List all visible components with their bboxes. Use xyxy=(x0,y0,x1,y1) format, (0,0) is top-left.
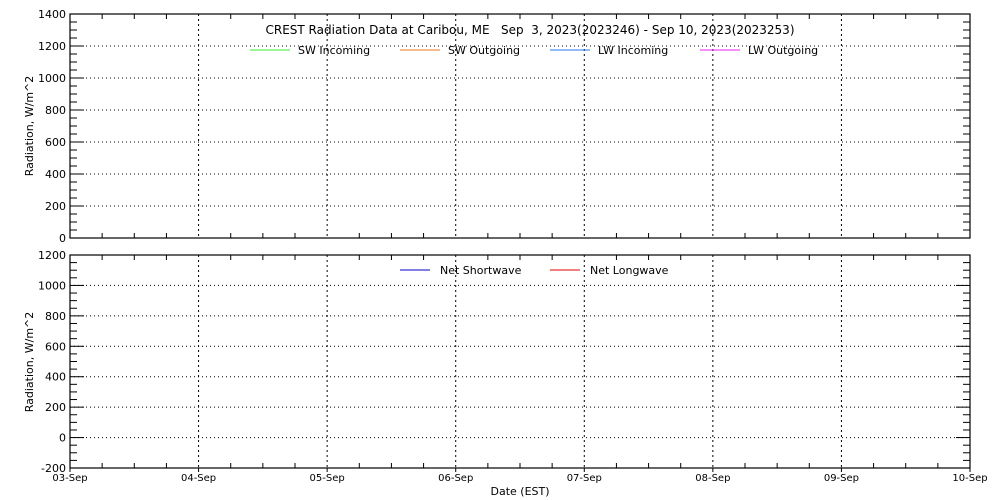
legend-label: SW Incoming xyxy=(298,44,370,57)
legend-label: Net Shortwave xyxy=(440,264,522,277)
y-tick-label: 0 xyxy=(59,232,66,245)
plot-frame xyxy=(69,254,971,469)
x-tick-label: 08-Sep xyxy=(695,473,730,484)
top-y-axis-label: Radiation, W/m^2 xyxy=(23,76,36,177)
y-tick-label: 1200 xyxy=(38,249,66,262)
x-tick-label: 03-Sep xyxy=(52,473,87,484)
legend-label: Net Longwave xyxy=(590,264,669,277)
y-tick-label: 200 xyxy=(45,401,66,414)
x-tick-label: 10-Sep xyxy=(952,473,987,484)
chart-title: CREST Radiation Data at Caribou, ME Sep … xyxy=(266,23,795,37)
y-tick-label: 600 xyxy=(45,136,66,149)
y-tick-label: 600 xyxy=(45,340,66,353)
x-axis-label: Date (EST) xyxy=(490,485,549,498)
legend-label: LW Outgoing xyxy=(748,44,818,57)
legend-label: LW Incoming xyxy=(598,44,668,57)
x-tick-label: 07-Sep xyxy=(567,473,602,484)
plot-frame xyxy=(69,13,971,239)
y-tick-label: 1400 xyxy=(38,8,66,21)
y-tick-label: 400 xyxy=(45,371,66,384)
x-tick-label: 06-Sep xyxy=(438,473,473,484)
x-tick-label: 04-Sep xyxy=(181,473,216,484)
x-tick-label: 09-Sep xyxy=(824,473,859,484)
y-tick-label: 1000 xyxy=(38,72,66,85)
y-tick-label: 800 xyxy=(45,310,66,323)
y-tick-label: 1000 xyxy=(38,279,66,292)
y-tick-label: -200 xyxy=(41,462,66,475)
y-tick-label: 1200 xyxy=(38,40,66,53)
y-tick-label: 200 xyxy=(45,200,66,213)
legend-label: SW Outgoing xyxy=(448,44,520,57)
y-tick-label: 800 xyxy=(45,104,66,117)
y-tick-label: 0 xyxy=(59,432,66,445)
y-tick-label: 400 xyxy=(45,168,66,181)
x-tick-label: 05-Sep xyxy=(310,473,345,484)
bottom-y-axis-label: Radiation, W/m^2 xyxy=(23,312,36,413)
